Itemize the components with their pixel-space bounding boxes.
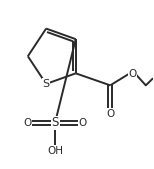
Text: O: O [24,118,32,128]
Text: O: O [106,109,114,119]
Text: O: O [78,118,86,128]
Text: S: S [51,116,59,129]
Text: S: S [43,79,50,89]
Text: O: O [128,69,136,79]
Text: OH: OH [47,146,63,156]
